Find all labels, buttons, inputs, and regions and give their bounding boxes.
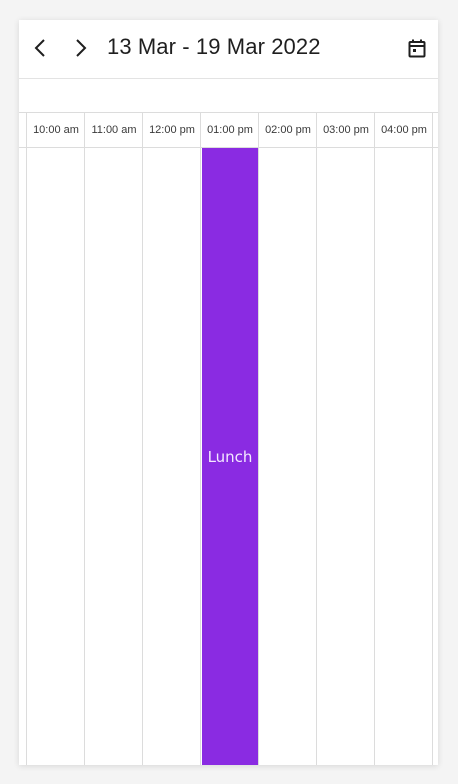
all-day-row[interactable] — [19, 79, 438, 113]
grid-line — [26, 113, 27, 765]
grid-line — [374, 113, 375, 765]
appointment-subject: Lunch — [207, 447, 253, 466]
grid-line — [316, 113, 317, 765]
time-slot-label: 03:00 pm — [323, 124, 369, 136]
time-slot-label: 10:00 am — [33, 124, 79, 136]
appointment-lunch[interactable]: Lunch — [202, 148, 258, 765]
grid-line — [142, 113, 143, 765]
grid-line — [432, 113, 433, 765]
previous-button[interactable] — [25, 32, 55, 64]
chevron-right-icon — [76, 39, 87, 57]
calendar-button[interactable] — [402, 33, 432, 63]
time-slot-label: 12:00 pm — [149, 124, 195, 136]
grid-line — [84, 113, 85, 765]
date-range-title[interactable]: 13 Mar - 19 Mar 2022 — [107, 34, 321, 59]
time-slot-label: 04:00 pm — [381, 124, 427, 136]
next-button[interactable] — [66, 32, 96, 64]
grid-line — [258, 113, 259, 765]
grid-line — [200, 113, 201, 765]
scheduler: 13 Mar - 19 Mar 2022 n 10:00 am 11:00 am… — [19, 20, 438, 765]
timeline-grid[interactable]: n 10:00 am 11:00 am 12:00 pm 01:00 pm 02… — [19, 113, 438, 765]
time-slot-label-partial: n — [19, 113, 25, 147]
calendar-icon — [408, 39, 426, 57]
time-slot-header: n 10:00 am 11:00 am 12:00 pm 01:00 pm 02… — [19, 113, 438, 148]
time-slot-label: 01:00 pm — [207, 124, 253, 136]
scheduler-header: 13 Mar - 19 Mar 2022 — [19, 20, 438, 79]
time-slot-label: 02:00 pm — [265, 124, 311, 136]
chevron-left-icon — [34, 39, 45, 57]
time-slot-label: 11:00 am — [91, 124, 137, 136]
